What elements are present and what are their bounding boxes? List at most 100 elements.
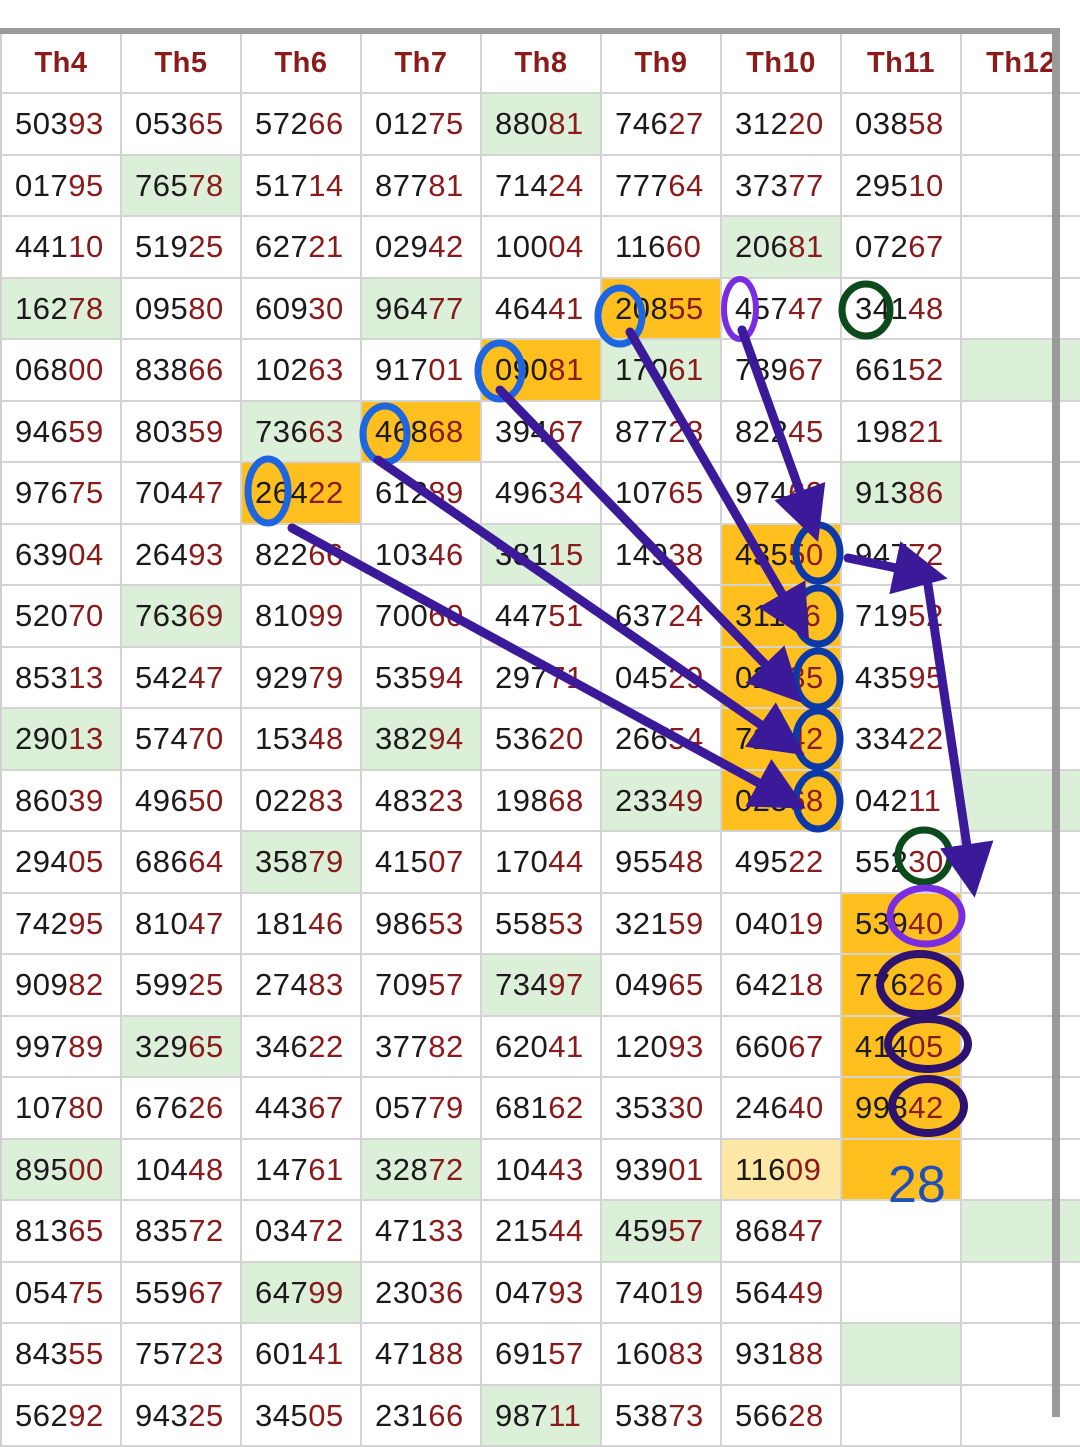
cell-lead-digits: 822 (735, 416, 788, 447)
cell-lead-digits: 740 (615, 1277, 668, 1308)
cell-tail-digits: 94 (428, 723, 463, 754)
cell-lead-digits: 997 (15, 1031, 68, 1062)
cell-tail-digits: 53 (548, 908, 583, 939)
cell-tail-digits: 83 (668, 1338, 703, 1369)
cell-tail-digits: 11 (908, 785, 941, 816)
cell-lead-digits: 312 (735, 108, 788, 139)
cell-tail-digits: 65 (668, 477, 703, 508)
cell-lead-digits: 045 (615, 662, 668, 693)
cell-tail-digits: 10 (908, 170, 943, 201)
cell-tail-digits: 44 (548, 846, 583, 877)
cell-lead-digits: 264 (135, 539, 188, 570)
cell-lead-digits: 877 (615, 416, 668, 447)
cell-lead-digits: 765 (135, 170, 188, 201)
cell-lead-digits: 153 (255, 723, 308, 754)
cell-lead-digits: 274 (255, 969, 308, 1000)
cell-tail-digits: 60 (428, 600, 463, 631)
cell-lead-digits: 049 (615, 969, 668, 1000)
cell-lead-digits: 777 (615, 170, 668, 201)
cell-lead-digits: 020 (735, 662, 788, 693)
column-header-th11: Th11 (842, 34, 962, 94)
cell-lead-digits: 810 (135, 908, 188, 939)
cell-tail-digits: 70 (188, 723, 223, 754)
cell-tail-digits: 68 (428, 416, 463, 447)
cell-tail-digits: 83 (308, 785, 343, 816)
cell-tail-digits: 34 (548, 477, 583, 508)
table-cell (962, 156, 1080, 218)
cell-tail-digits: 66 (308, 108, 343, 139)
cell-lead-digits: 517 (255, 170, 308, 201)
cell-lead-digits: 913 (855, 477, 908, 508)
cell-lead-digits: 947 (855, 539, 908, 570)
cell-tail-digits: 28 (788, 1400, 823, 1431)
cell-lead-digits: 181 (255, 908, 308, 939)
cell-tail-digits: 47 (188, 662, 223, 693)
cell-lead-digits: 053 (135, 108, 188, 139)
cell-tail-digits: 30 (308, 293, 343, 324)
cell-tail-digits: 72 (188, 1215, 223, 1246)
column-header-th4: Th4 (2, 34, 122, 94)
cell-lead-digits: 612 (375, 477, 428, 508)
cell-lead-digits: 040 (735, 908, 788, 939)
cell-tail-digits: 80 (68, 1092, 103, 1123)
cell-tail-digits: 61 (308, 1154, 343, 1185)
cell-lead-digits: 090 (495, 354, 548, 385)
cell-lead-digits: 414 (855, 1031, 908, 1062)
cell-lead-digits: 660 (735, 1031, 788, 1062)
table-cell (962, 955, 1080, 1017)
cell-tail-digits: 13 (68, 723, 103, 754)
cell-tail-digits: 52 (908, 354, 943, 385)
cell-tail-digits: 93 (668, 1031, 703, 1062)
table-cell (962, 1140, 1080, 1202)
cell-lead-digits: 147 (255, 1154, 308, 1185)
cell-tail-digits: 20 (548, 723, 583, 754)
cell-lead-digits: 415 (375, 846, 428, 877)
cell-lead-digits: 230 (375, 1277, 428, 1308)
cell-lead-digits: 558 (495, 908, 548, 939)
cell-tail-digits: 28 (668, 416, 703, 447)
cell-tail-digits: 48 (668, 846, 703, 877)
cell-lead-digits: 295 (855, 170, 908, 201)
cell-tail-digits: 01 (428, 354, 463, 385)
cell-lead-digits: 520 (15, 600, 68, 631)
cell-lead-digits: 987 (495, 1400, 548, 1431)
table-cell (962, 340, 1080, 402)
cell-tail-digits: 99 (308, 1277, 343, 1308)
cell-lead-digits: 233 (615, 785, 668, 816)
cell-tail-digits: 13 (68, 662, 103, 693)
cell-lead-digits: 810 (255, 600, 308, 631)
